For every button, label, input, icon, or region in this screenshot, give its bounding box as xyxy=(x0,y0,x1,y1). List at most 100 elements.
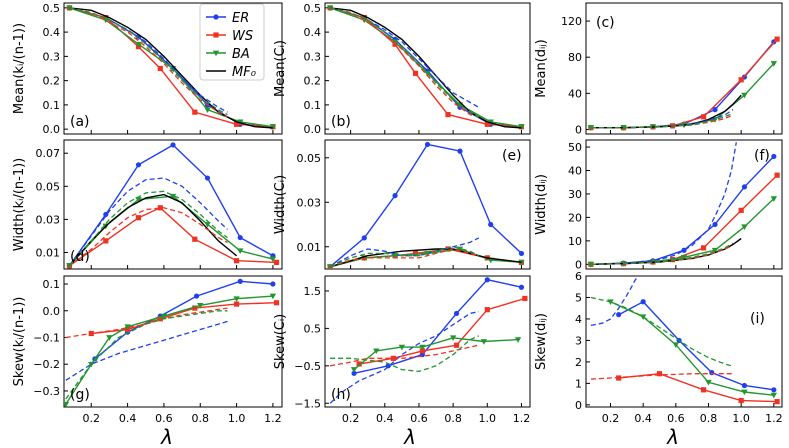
series-line-ws xyxy=(590,38,778,129)
panel-label: (c) xyxy=(596,15,615,31)
data-point-er xyxy=(237,278,243,284)
y-tick-label: −0.5 xyxy=(294,360,321,373)
panel-i: 0.2 0.4 0.6 0.8 1.0 1.2 0 1 2 3 4 5 6 Skew(dᵢⱼ) (i) xyxy=(534,270,783,425)
axes-frame xyxy=(585,139,783,270)
series-line-er-dashed xyxy=(329,310,479,404)
x-tick-label: 0.8 xyxy=(700,412,718,425)
data-point-ws xyxy=(701,387,707,393)
data-point-ws xyxy=(192,305,198,311)
legend-item-ba: BA xyxy=(206,47,250,62)
data-point-ws xyxy=(419,348,425,354)
data-point-ws xyxy=(738,77,744,83)
data-point-ba xyxy=(350,367,358,373)
data-point-ba xyxy=(518,124,525,130)
series-line-ws-dashed xyxy=(329,248,479,268)
y-tick-label: 80 xyxy=(568,51,582,64)
panel-f: 0 10 20 30 40 50 Width(dᵢⱼ) (f) xyxy=(534,139,783,271)
panel-e: 0.01 0.03 0.05 Width(Cᵢ) (e) xyxy=(273,139,531,270)
y-axis-label: Skew(kᵢ/(n-1)) xyxy=(12,297,27,387)
data-point-ws xyxy=(484,121,490,127)
series-line-er-dashed xyxy=(590,142,737,265)
axes-frame xyxy=(324,275,531,408)
series-group xyxy=(587,36,780,131)
data-point-ba xyxy=(64,401,70,407)
legend-marker xyxy=(212,50,220,57)
x-tick-label: 0.4 xyxy=(119,412,137,425)
data-point-ba xyxy=(741,92,748,99)
legend: ER WS BA MF₀ xyxy=(199,3,265,81)
data-point-ba xyxy=(124,324,131,330)
data-point-ba xyxy=(160,313,168,320)
y-tick-label: 0 xyxy=(575,123,582,136)
data-point-er xyxy=(484,277,490,283)
y-tick-label: 0.0 xyxy=(304,123,322,136)
legend-item-er: ER xyxy=(206,11,249,26)
y-axis-label: Width(dᵢⱼ) xyxy=(534,174,549,235)
data-point-ba xyxy=(204,107,211,113)
axes-frame xyxy=(585,275,783,408)
x-tick-label: 0.2 xyxy=(342,412,360,425)
series-line-er xyxy=(94,280,273,360)
data-point-ba xyxy=(391,39,399,46)
data-point-ws xyxy=(390,355,396,361)
y-tick-label: 0.5 xyxy=(304,2,322,15)
data-point-er xyxy=(741,184,748,190)
series-line-ws-dashed xyxy=(69,207,228,267)
data-point-er xyxy=(771,387,777,393)
series-line-ba-dashed xyxy=(590,242,734,265)
series-line-er xyxy=(618,300,774,391)
data-point-ba xyxy=(741,389,748,396)
series-line-er xyxy=(68,144,274,267)
legend-label: WS xyxy=(232,29,253,44)
series-line-er-dashed xyxy=(590,276,639,327)
data-point-ws xyxy=(233,258,240,264)
data-point-ba xyxy=(135,41,142,48)
data-point-er xyxy=(712,107,718,113)
y-tick-label: 40 xyxy=(568,87,582,100)
series-line-ba-dashed xyxy=(69,7,228,116)
y-tick-label: 0.0 xyxy=(43,305,61,318)
y-axis-label: Mean(Cᵢ) xyxy=(273,40,288,97)
y-axis-label: Skew(dᵢⱼ) xyxy=(534,313,549,370)
series-line-ba xyxy=(590,198,775,265)
x-axis-title-right: λ xyxy=(666,425,679,448)
series-line-ba-dashed xyxy=(590,112,734,129)
data-point-ws xyxy=(233,301,240,307)
y-tick-label: 3 xyxy=(575,334,582,347)
series-group xyxy=(66,5,277,130)
x-axis-titles: λ λ λ xyxy=(160,425,679,448)
data-point-er xyxy=(351,370,357,376)
y-tick-label: 30 xyxy=(568,188,582,201)
y-tick-label: 6 xyxy=(575,270,582,283)
data-point-ba xyxy=(705,379,712,386)
panel-label: (d) xyxy=(70,249,90,265)
data-point-er xyxy=(103,211,109,218)
series-line-ws-dashed xyxy=(590,373,733,380)
series-line-ws xyxy=(359,297,526,365)
y-tick-label: 5 xyxy=(575,291,582,304)
y-tick-label: 0.4 xyxy=(304,26,322,39)
y-tick-label: 0.2 xyxy=(43,75,61,88)
legend-marker xyxy=(213,32,219,38)
data-point-ws xyxy=(445,111,451,118)
y-axis-label: Skew(Cᵢ) xyxy=(273,314,288,370)
data-point-er xyxy=(237,234,243,241)
panel-c: 0 40 80 120 Mean(dᵢⱼ) (c) xyxy=(534,2,783,136)
data-point-ws xyxy=(273,259,280,265)
series-line-ws-dashed xyxy=(329,7,479,118)
y-tick-label: 2 xyxy=(575,356,582,369)
series-line-er xyxy=(329,7,522,128)
y-tick-label: 4 xyxy=(575,313,582,326)
data-point-er xyxy=(616,312,622,318)
data-point-ba xyxy=(514,337,522,343)
data-point-ws xyxy=(412,70,419,76)
data-point-ws xyxy=(522,295,528,302)
data-point-er xyxy=(488,221,494,228)
series-line-ba xyxy=(329,7,522,128)
panel-label: (f) xyxy=(754,148,770,164)
data-point-ba xyxy=(480,339,488,345)
data-point-ba xyxy=(197,303,204,309)
series-group xyxy=(326,141,525,269)
x-tick-label: 0.6 xyxy=(410,412,428,425)
